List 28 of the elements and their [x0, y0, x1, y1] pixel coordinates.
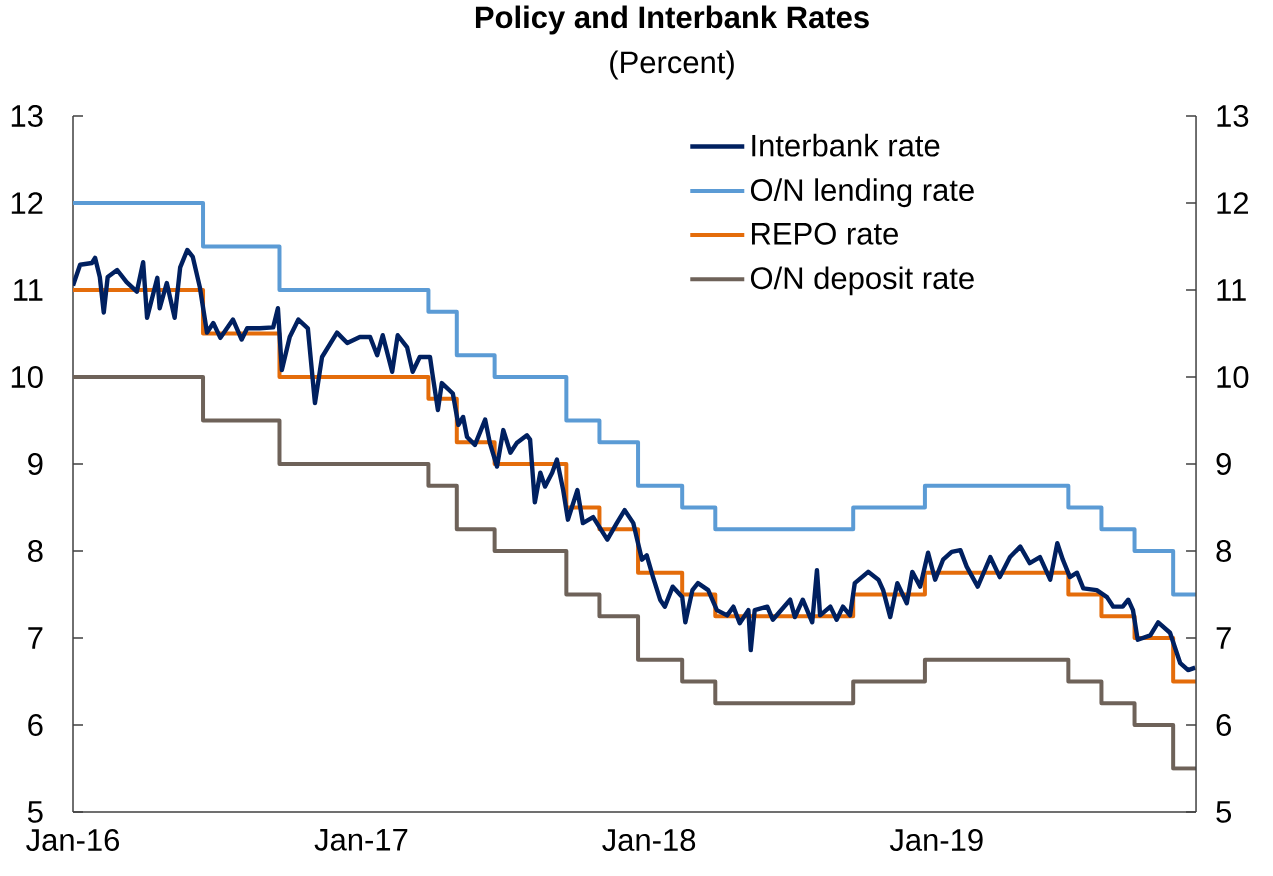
y-tick-label: 8: [28, 540, 43, 562]
x-tick-label: Jan-17: [314, 829, 408, 851]
y2-tick-label: 9: [1216, 453, 1231, 475]
x-tick-label: Jan-19: [889, 829, 983, 852]
x-tick-label: Jan-18: [602, 829, 696, 852]
chart-title: Policy and Interbank Rates: [475, 5, 869, 35]
y2-tick-label: 10: [1217, 366, 1249, 388]
y-tick-label: 13: [11, 105, 43, 127]
y2-tick-label: 13: [1217, 105, 1249, 127]
y-tick-label: 5: [27, 801, 43, 823]
y2-tick-label: 5: [1216, 801, 1232, 823]
legend-label: O/N lending rate: [750, 178, 974, 208]
legend-label: Interbank rate: [752, 133, 940, 157]
legend-label: REPO rate: [752, 222, 898, 245]
y2-tick-label: 12: [1217, 192, 1249, 214]
y2-tick-label: 11: [1217, 279, 1246, 301]
y-tick-label: 9: [28, 453, 43, 475]
legend-label: O/N deposit rate: [750, 266, 974, 296]
y2-tick-label: 8: [1216, 540, 1231, 562]
y-tick-label: 11: [14, 279, 43, 301]
y2-tick-label: 7: [1216, 627, 1231, 649]
y-tick-label: 10: [11, 366, 43, 388]
y-tick-label: 7: [28, 627, 43, 649]
x-tick-label: Jan-16: [26, 829, 120, 852]
chart-subtitle: (Percent): [610, 50, 734, 80]
y-tick-label: 6: [28, 714, 43, 736]
y2-tick-label: 6: [1216, 714, 1231, 736]
y-tick-label: 12: [11, 192, 43, 214]
